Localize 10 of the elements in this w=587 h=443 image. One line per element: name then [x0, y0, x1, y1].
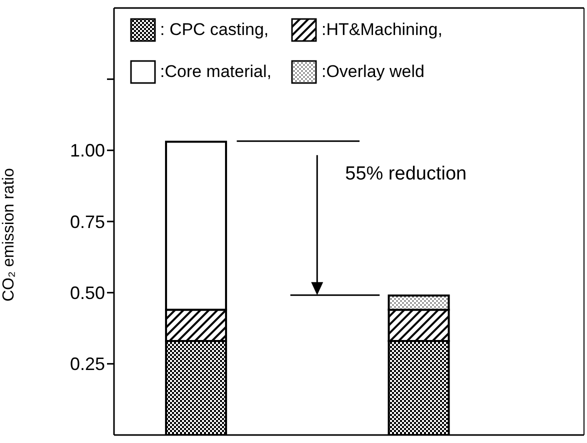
annotation: 55% reduction	[345, 164, 467, 185]
y-tick-label: 0.25	[70, 354, 105, 374]
y-tick-label: 1.00	[70, 140, 105, 161]
y-tick-label: 0.75	[70, 212, 105, 232]
legend-label: :Core material,	[160, 62, 272, 82]
legend-label: : CPC casting,	[160, 20, 269, 40]
legend-label: :HT&Machining,	[321, 20, 442, 40]
legend-label: :Overlay weld	[321, 62, 424, 82]
y-axis-title: CO₂ emission ratio	[0, 168, 18, 302]
y-tick-label: 0.50	[70, 283, 105, 304]
